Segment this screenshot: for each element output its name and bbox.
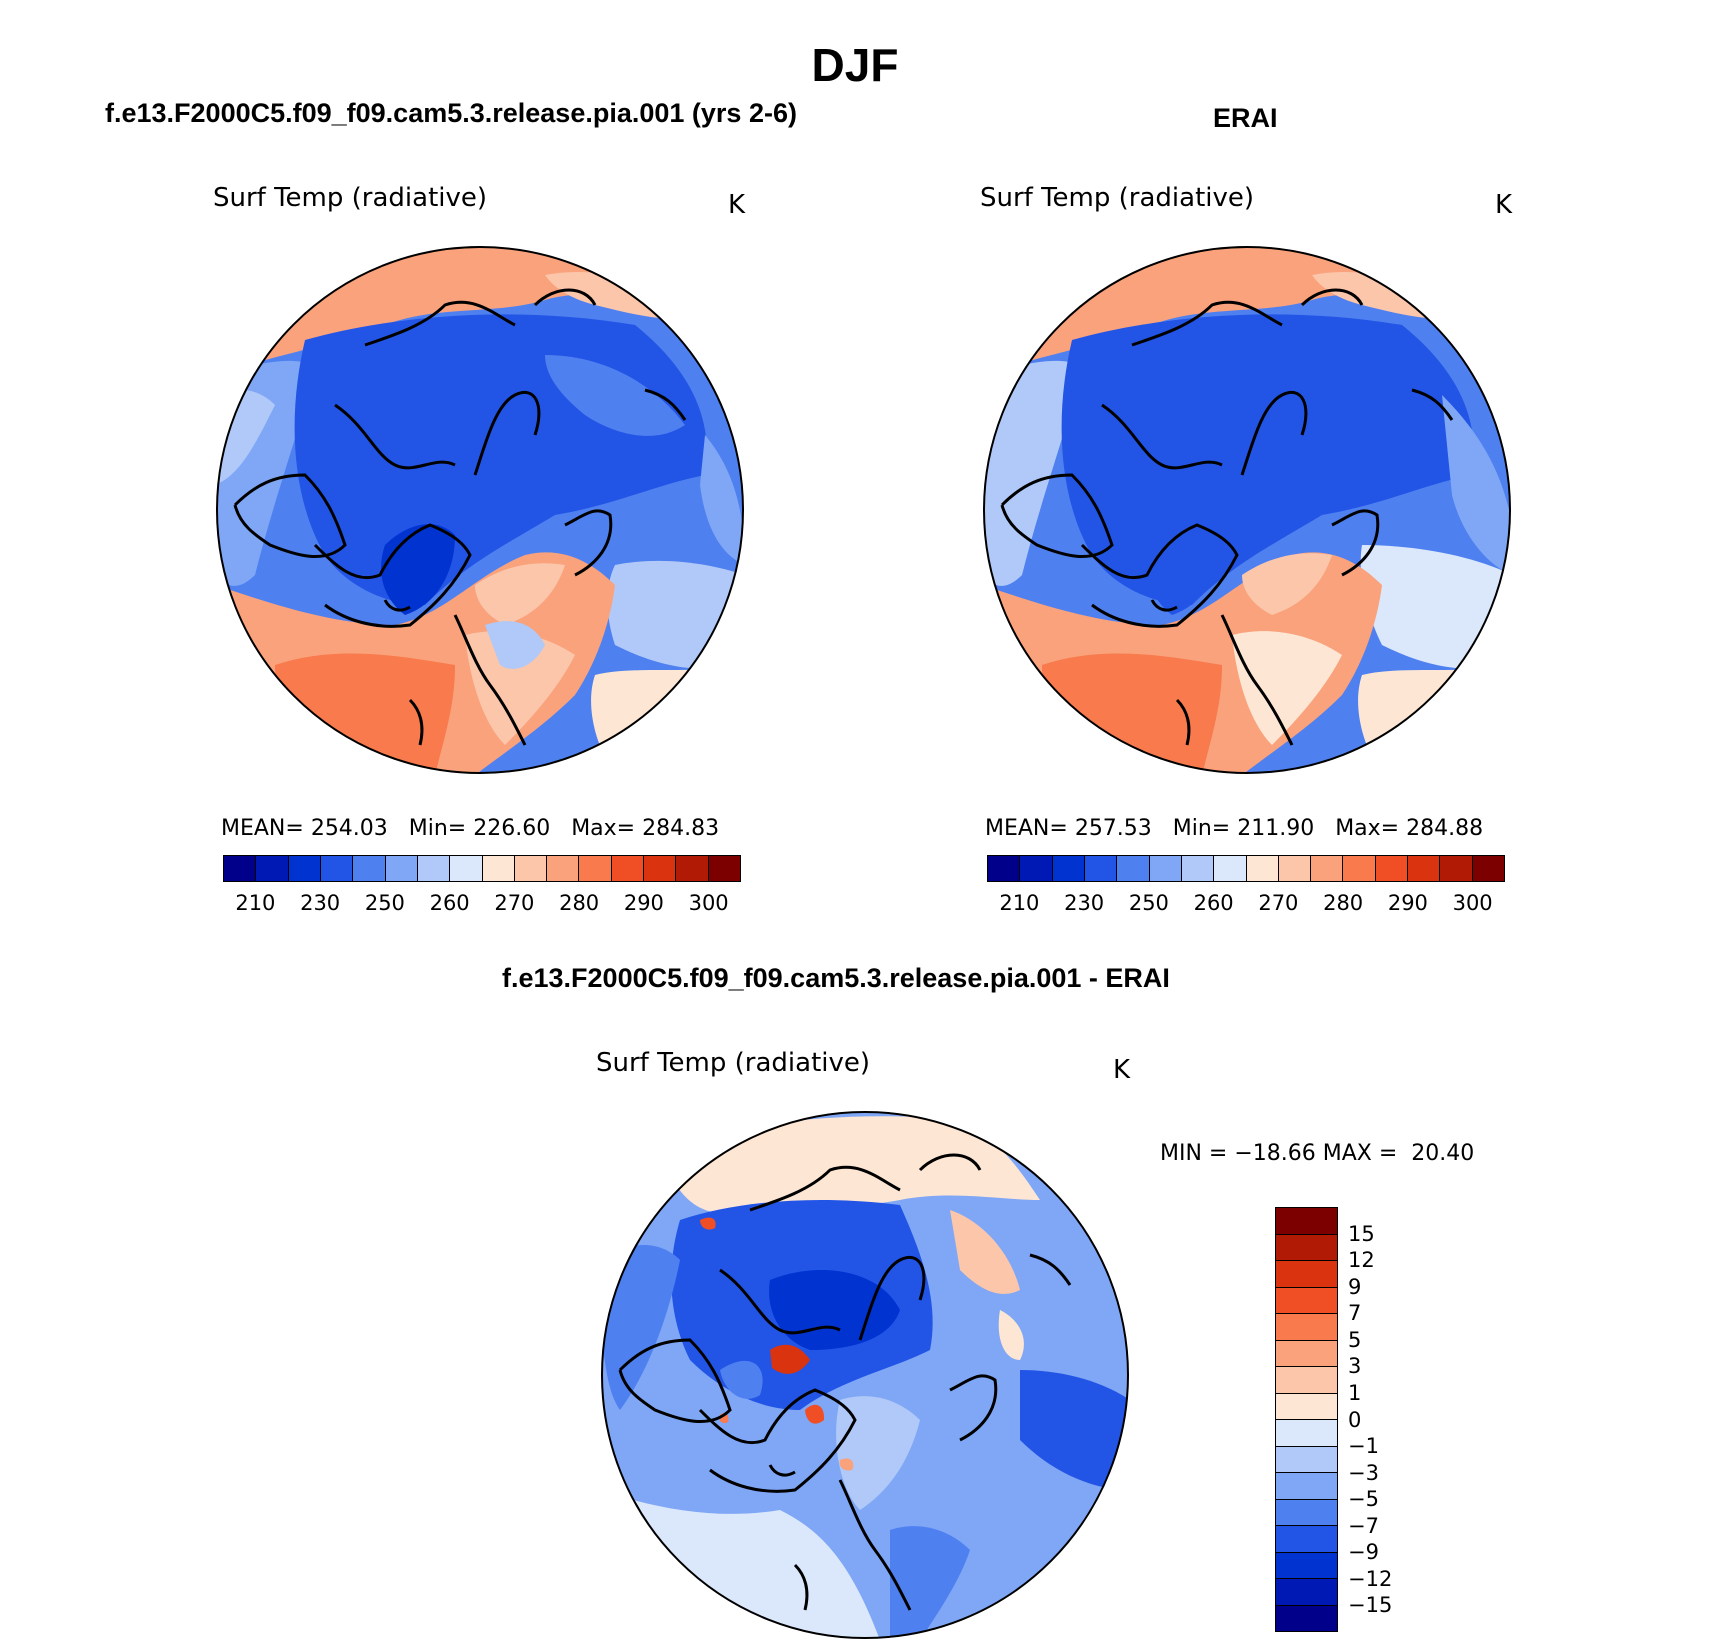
colorbar-tick-label: 290 xyxy=(1387,891,1428,915)
colorbar-tick-label: 3 xyxy=(1348,1354,1362,1379)
colorbar-tick-label: 210 xyxy=(235,891,276,915)
colorbar-swatch xyxy=(1084,856,1118,881)
model-units-label: K xyxy=(728,190,746,220)
colorbar-swatch xyxy=(1276,1579,1337,1606)
colorbar-swatch xyxy=(676,856,709,881)
colorbar-tick-label: 9 xyxy=(1348,1274,1362,1299)
colorbar-tick-label: 290 xyxy=(623,891,664,915)
colorbar-swatch xyxy=(1276,1526,1337,1553)
diff-units-label: K xyxy=(1113,1055,1131,1085)
colorbar-tick-label: −12 xyxy=(1348,1566,1393,1591)
diff-variable-label: Surf Temp (radiative) xyxy=(596,1048,871,1078)
colorbar-swatch xyxy=(1375,856,1409,881)
colorbar-tick-label: 280 xyxy=(559,891,600,915)
colorbar-tick-label: −1 xyxy=(1348,1434,1379,1459)
colorbar-tick-label: 210 xyxy=(999,891,1040,915)
colorbar-tick-label: 300 xyxy=(688,891,729,915)
colorbar-swatch xyxy=(1276,1208,1337,1235)
colorbar-swatch xyxy=(1117,856,1150,881)
colorbar-tick-label: 15 xyxy=(1348,1221,1375,1246)
colorbar-swatch xyxy=(1408,856,1441,881)
colorbar-swatch xyxy=(1472,856,1504,881)
colorbar-tick-label: 250 xyxy=(1128,891,1169,915)
colorbar-swatch xyxy=(644,856,677,881)
figure-title: DJF xyxy=(811,39,899,91)
model-variable-label: Surf Temp (radiative) xyxy=(213,183,488,213)
model-panel-header: f.e13.F2000C5.f09_f09.cam5.3.release.pia… xyxy=(105,98,797,128)
colorbar-tick-label: −5 xyxy=(1348,1487,1379,1512)
colorbar-swatch xyxy=(1276,1473,1337,1500)
colorbar-swatch xyxy=(288,856,321,881)
colorbar-tick-label: 260 xyxy=(1193,891,1234,915)
obs-units-label: K xyxy=(1495,190,1513,220)
obs-colorbar xyxy=(987,855,1505,882)
colorbar-tick-label: 300 xyxy=(1452,891,1493,915)
colorbar-swatch xyxy=(1276,1499,1337,1526)
colorbar-tick-label: 230 xyxy=(300,891,341,915)
colorbar-tick-label: 12 xyxy=(1348,1248,1375,1273)
colorbar-swatch xyxy=(1276,1234,1337,1261)
colorbar-swatch xyxy=(1276,1367,1337,1394)
colorbar-tick-label: 5 xyxy=(1348,1327,1362,1352)
diff-minmax: MIN = −18.66 MAX = 20.40 xyxy=(1160,1141,1475,1166)
colorbar-swatch xyxy=(385,856,418,881)
colorbar-swatch xyxy=(1440,856,1473,881)
colorbar-swatch xyxy=(1246,856,1279,881)
colorbar-tick-label: 270 xyxy=(1258,891,1299,915)
colorbar-swatch xyxy=(1276,1261,1337,1288)
colorbar-swatch xyxy=(1276,1393,1337,1420)
colorbar-swatch xyxy=(1020,856,1053,881)
colorbar-swatch xyxy=(708,856,740,881)
colorbar-swatch xyxy=(1181,856,1215,881)
colorbar-swatch xyxy=(579,856,612,881)
colorbar-tick-label: 280 xyxy=(1323,891,1364,915)
colorbar-tick-label: 250 xyxy=(364,891,405,915)
colorbar-tick-label: 7 xyxy=(1348,1301,1362,1326)
obs-variable-label: Surf Temp (radiative) xyxy=(980,183,1255,213)
obs-panel-header: ERAI xyxy=(1213,103,1278,133)
colorbar-tick-label: 270 xyxy=(494,891,535,915)
obs-stats: MEAN= 257.53 Min= 211.90 Max= 284.88 xyxy=(985,816,1484,841)
colorbar-tick-label: −9 xyxy=(1348,1540,1379,1565)
diff-colorbar xyxy=(1275,1207,1338,1632)
colorbar-swatch xyxy=(1276,1552,1337,1579)
colorbar-swatch xyxy=(1276,1420,1337,1447)
model-colorbar xyxy=(223,855,741,882)
colorbar-swatch xyxy=(1149,856,1182,881)
colorbar-swatch xyxy=(1276,1287,1337,1314)
colorbar-tick-label: −7 xyxy=(1348,1513,1379,1538)
colorbar-swatch xyxy=(1343,856,1376,881)
colorbar-swatch xyxy=(1276,1314,1337,1341)
colorbar-tick-label: −15 xyxy=(1348,1593,1393,1618)
colorbar-tick-label: 1 xyxy=(1348,1380,1362,1405)
colorbar-tick-label: −3 xyxy=(1348,1460,1379,1485)
model-polar-map xyxy=(216,246,744,774)
colorbar-swatch xyxy=(482,856,515,881)
colorbar-swatch xyxy=(1052,856,1085,881)
model-stats: MEAN= 254.03 Min= 226.60 Max= 284.83 xyxy=(221,816,720,841)
colorbar-swatch xyxy=(988,856,1021,881)
colorbar-swatch xyxy=(450,856,483,881)
colorbar-swatch xyxy=(224,856,257,881)
colorbar-tick-label: 230 xyxy=(1064,891,1105,915)
colorbar-swatch xyxy=(1276,1605,1337,1631)
colorbar-swatch xyxy=(1276,1340,1337,1367)
colorbar-tick-label: 0 xyxy=(1348,1407,1362,1432)
colorbar-tick-label: 260 xyxy=(429,891,470,915)
colorbar-swatch xyxy=(1278,856,1312,881)
obs-polar-map xyxy=(983,246,1511,774)
colorbar-swatch xyxy=(353,856,386,881)
colorbar-swatch xyxy=(1311,856,1344,881)
diff-panel-header: f.e13.F2000C5.f09_f09.cam5.3.release.pia… xyxy=(502,963,1170,993)
colorbar-swatch xyxy=(320,856,354,881)
colorbar-swatch xyxy=(547,856,580,881)
colorbar-swatch xyxy=(417,856,451,881)
colorbar-swatch xyxy=(611,856,645,881)
colorbar-swatch xyxy=(256,856,289,881)
diff-polar-map xyxy=(601,1111,1129,1639)
colorbar-swatch xyxy=(1276,1446,1337,1473)
colorbar-swatch xyxy=(1214,856,1247,881)
colorbar-swatch xyxy=(514,856,548,881)
